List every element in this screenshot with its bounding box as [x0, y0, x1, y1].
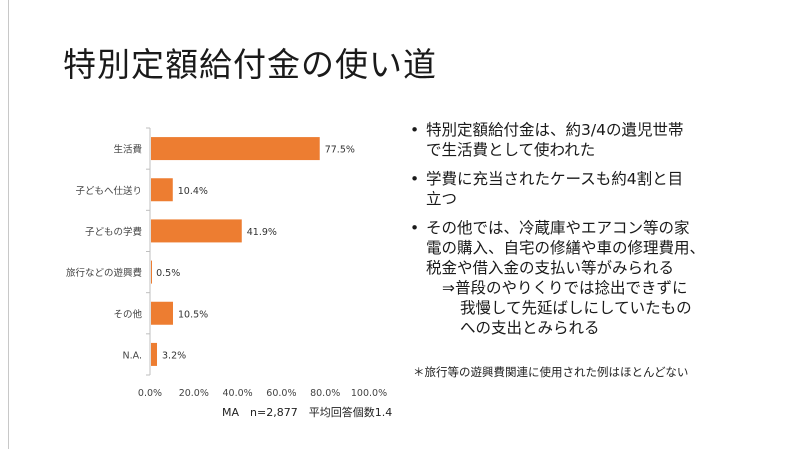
- footnote: ＊旅行等の遊興費関連に使用された例はほとんどない: [413, 365, 689, 379]
- category-label: N.A.: [123, 350, 142, 361]
- slide-left-border: [8, 0, 9, 449]
- bullet-3-line-1: その他では、冷蔵庫やエアコン等の家: [426, 219, 690, 237]
- x-tick-label: 40.0%: [223, 388, 253, 399]
- bullet-marker: •: [410, 219, 420, 237]
- bullet-1-line-2: で生活費として使われた: [426, 141, 596, 159]
- bullet-item-3: • その他では、冷蔵庫やエアコン等の家 電の購入、自宅の修繕や車の修理費用、 税…: [410, 218, 780, 338]
- bullet-1-line-1: 特別定額給付金は、約3/4の遺児世帯: [426, 121, 684, 139]
- bar: [151, 178, 173, 202]
- slide-title: 特別定額給付金の使い道: [63, 45, 437, 84]
- category-label: 子どもの学費: [85, 226, 142, 238]
- bar: [151, 260, 152, 284]
- category-label: その他: [113, 308, 142, 320]
- bar: [151, 219, 242, 243]
- bullet-2-line-2: 立つ: [426, 190, 458, 208]
- category-label: 子どもへ仕送り: [75, 185, 142, 197]
- value-label: 77.5%: [325, 145, 355, 156]
- bullet-list: • 特別定額給付金は、約3/4の遺児世帯 で生活費として使われた • 学費に充当…: [410, 120, 780, 347]
- x-tick-label: 0.0%: [138, 388, 162, 399]
- bullet-item-1: • 特別定額給付金は、約3/4の遺児世帯 で生活費として使われた: [410, 120, 780, 160]
- value-label: 41.9%: [247, 227, 277, 238]
- bullet-3-line-3: 税金や借入金の支払い等がみられる: [426, 259, 675, 277]
- value-label: 10.4%: [178, 186, 208, 197]
- x-tick-label: 100.0%: [351, 388, 387, 399]
- bullet-3-line-6: への支出とみられる: [460, 319, 600, 337]
- value-label: 10.5%: [178, 309, 208, 320]
- bullet-marker: •: [410, 170, 420, 188]
- bullet-marker: •: [410, 121, 420, 139]
- bullet-3-line-2: 電の購入、自宅の修繕や車の修理費用、: [426, 239, 706, 257]
- category-label: 生活費: [113, 144, 142, 156]
- x-tick-label: 80.0%: [310, 388, 340, 399]
- bullet-3-line-4: ⇒普段のやりくりでは捻出できずに: [442, 279, 688, 297]
- bar: [151, 137, 320, 161]
- chart-sample-note: MA n=2,877 平均回答個数1.4: [222, 406, 393, 419]
- x-tick-label: 20.0%: [179, 388, 209, 399]
- value-label: 3.2%: [162, 350, 186, 361]
- bullet-2-line-1: 学費に充当されたケースも約4割と目: [426, 170, 684, 188]
- value-label: 0.5%: [156, 268, 180, 279]
- bullet-3-line-5: 我慢して先延ばしにしていたもの: [460, 299, 692, 317]
- x-tick-label: 60.0%: [266, 388, 296, 399]
- bar: [151, 342, 158, 366]
- bullet-item-2: • 学費に充当されたケースも約4割と目 立つ: [410, 169, 780, 209]
- bar: [151, 301, 173, 325]
- category-label: 旅行などの遊興費: [66, 267, 142, 279]
